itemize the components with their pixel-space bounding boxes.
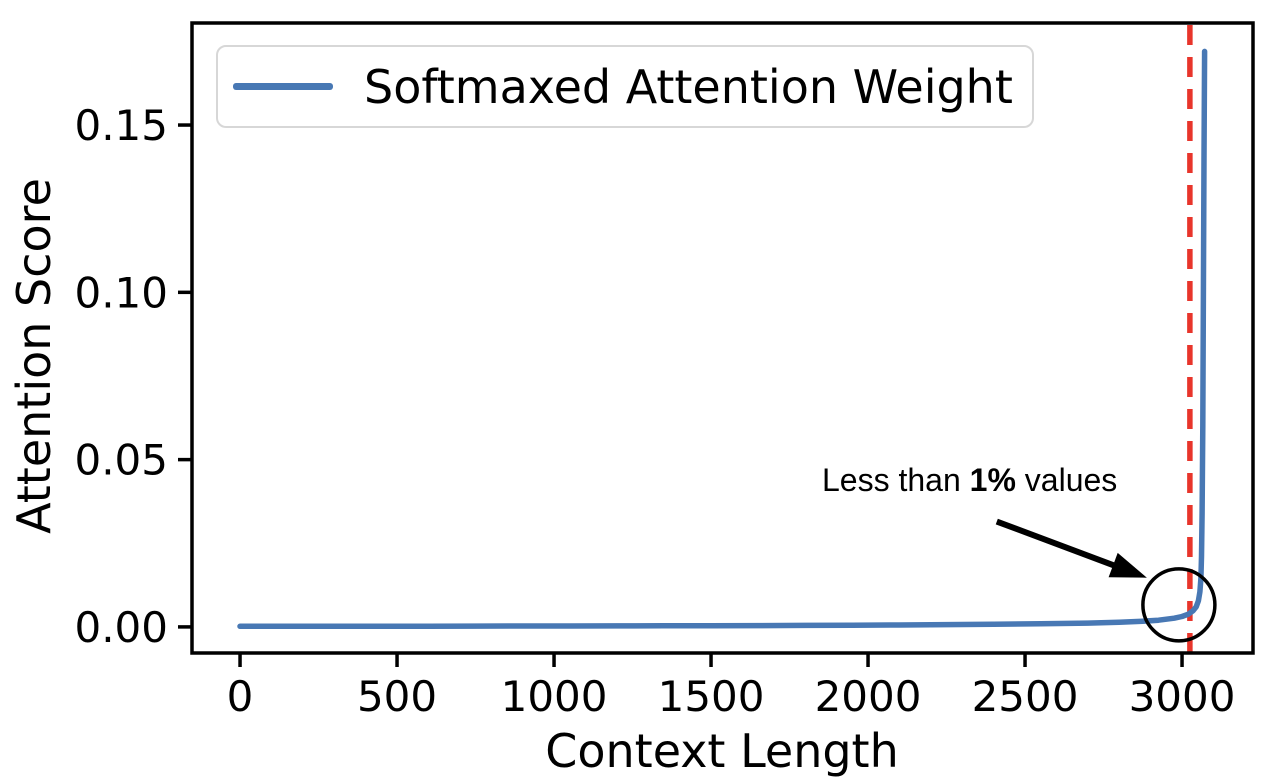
highlight-circle <box>1141 567 1217 643</box>
annotation-text-bold: 1% <box>969 462 1016 498</box>
legend-line-sample <box>233 83 333 90</box>
x-axis-label: Context Length <box>545 724 899 778</box>
y-tick-label: 0.00 <box>74 603 168 652</box>
x-tick-label: 1500 <box>658 672 765 721</box>
x-tick-label: 1000 <box>501 672 608 721</box>
y-tick-label: 0.15 <box>74 101 168 150</box>
x-tick-label: 0 <box>227 672 254 721</box>
attention-weight-line <box>237 48 1208 630</box>
annotation-arrowhead <box>1108 552 1147 578</box>
y-tick-label: 0.10 <box>74 268 168 317</box>
legend-label: Softmaxed Attention Weight <box>364 59 1013 114</box>
annotation-text-prefix: Less than <box>822 462 970 498</box>
annotation-arrow-shaft <box>995 518 1128 573</box>
legend: Softmaxed Attention Weight <box>216 45 1034 128</box>
y-tick-label: 0.05 <box>74 436 168 485</box>
x-tick-label: 3000 <box>1129 672 1236 721</box>
x-tick-label: 2000 <box>815 672 922 721</box>
x-tick-label: 500 <box>357 672 437 721</box>
y-axis-label: Attention Score <box>7 178 61 534</box>
annotation-text: Less than 1% values <box>822 462 1117 499</box>
plot-border <box>190 21 1255 655</box>
annotation-text-suffix: values <box>1015 462 1118 498</box>
x-tick-label: 2500 <box>972 672 1079 721</box>
